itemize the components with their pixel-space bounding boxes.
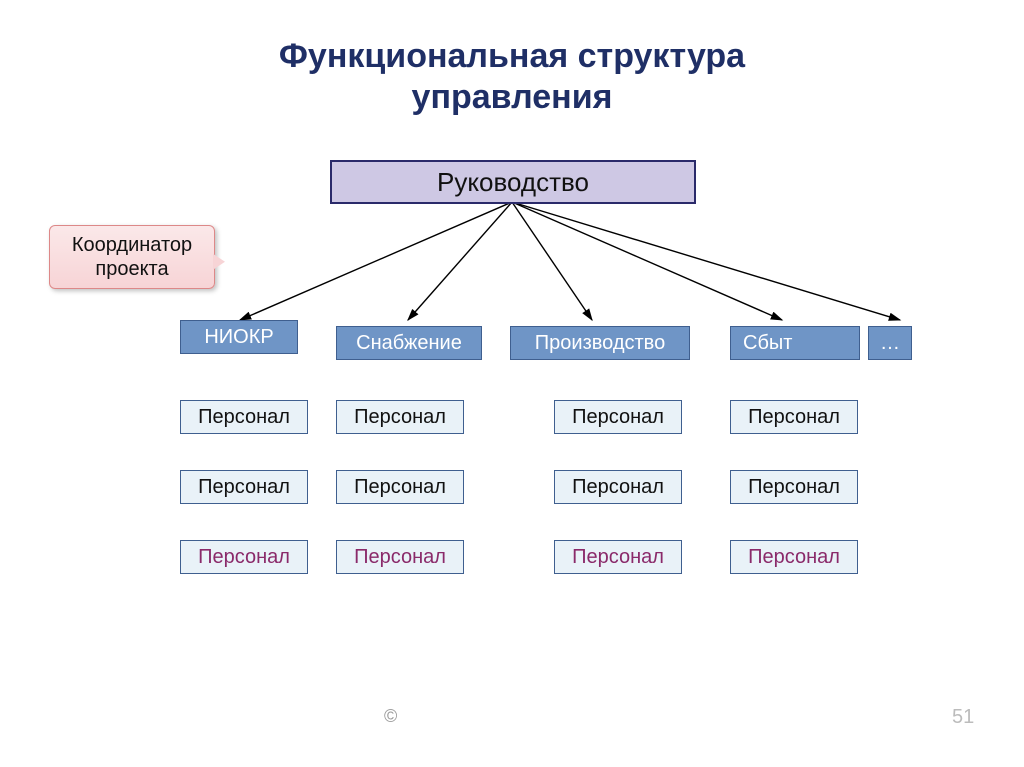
leadership-box: Руководство: [330, 160, 696, 204]
department-label: Сбыт: [743, 332, 792, 355]
personnel-label: Персонал: [748, 546, 840, 569]
personnel-box: Персонал: [554, 400, 682, 434]
coordinator-callout: Координаторпроекта: [49, 225, 215, 289]
personnel-label: Персонал: [354, 476, 446, 499]
footer-copyright: ©: [384, 706, 397, 727]
slide-title: Функциональная структурауправления: [0, 36, 1024, 118]
personnel-label: Персонал: [572, 476, 664, 499]
personnel-box: Персонал: [180, 470, 308, 504]
department-label: Снабжение: [356, 332, 462, 355]
department-box: Производство: [510, 326, 690, 360]
personnel-box: Персонал: [336, 470, 464, 504]
personnel-box: Персонал: [336, 400, 464, 434]
personnel-box: Персонал: [730, 470, 858, 504]
personnel-label: Персонал: [748, 476, 840, 499]
department-box: НИОКР: [180, 320, 298, 354]
personnel-label: Персонал: [572, 406, 664, 429]
department-label: НИОКР: [204, 326, 273, 349]
personnel-box: Персонал: [180, 400, 308, 434]
department-box: Снабжение: [336, 326, 482, 360]
personnel-label: Персонал: [572, 546, 664, 569]
personnel-box: Персонал: [554, 540, 682, 574]
leadership-label: Руководство: [437, 167, 589, 198]
personnel-box: Персонал: [730, 400, 858, 434]
personnel-label: Персонал: [198, 476, 290, 499]
department-box: Сбыт: [730, 326, 860, 360]
personnel-box: Персонал: [180, 540, 308, 574]
footer-page-number: 51: [952, 706, 974, 729]
personnel-label: Персонал: [354, 406, 446, 429]
personnel-box: Персонал: [336, 540, 464, 574]
personnel-label: Персонал: [748, 406, 840, 429]
personnel-box: Персонал: [730, 540, 858, 574]
department-label: …: [880, 332, 900, 355]
department-box: …: [868, 326, 912, 360]
personnel-box: Персонал: [554, 470, 682, 504]
personnel-label: Персонал: [198, 406, 290, 429]
personnel-label: Персонал: [354, 546, 446, 569]
department-label: Производство: [535, 332, 665, 355]
coordinator-label: Координаторпроекта: [72, 233, 192, 281]
personnel-label: Персонал: [198, 546, 290, 569]
